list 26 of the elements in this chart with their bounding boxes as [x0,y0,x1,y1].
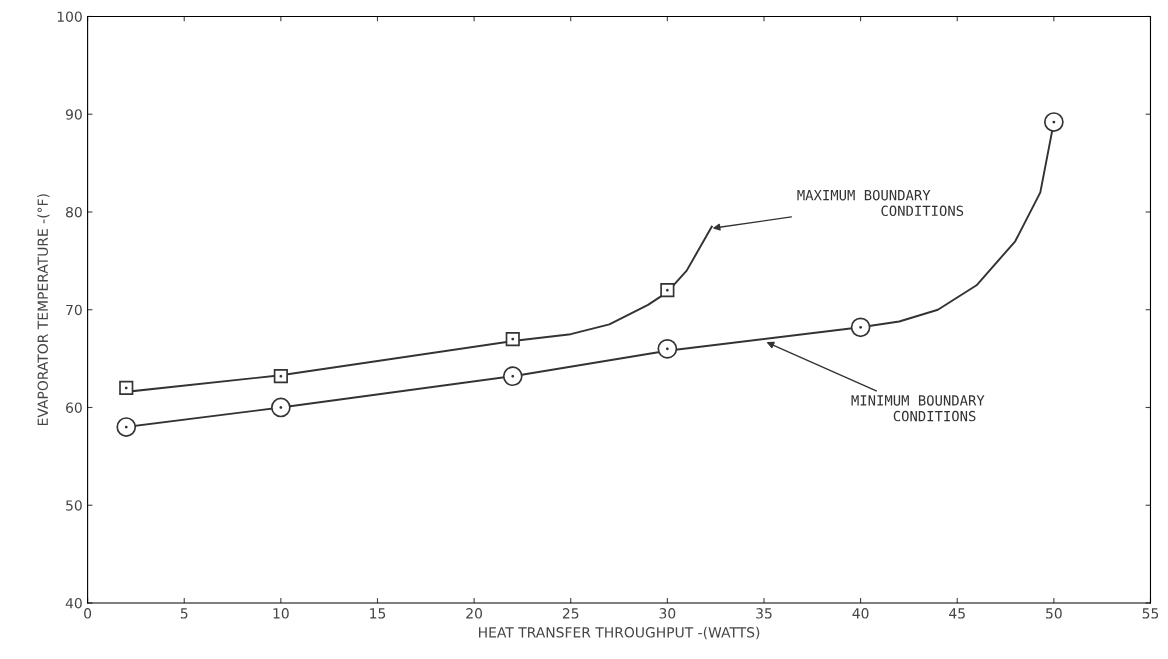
x-axis-title: HEAT TRANSFER THROUGHPUT -(WATTS) [479,626,760,640]
x-tick-label: 35 [756,608,772,619]
point [119,380,134,396]
y-tick-label: 70 [66,304,82,316]
point [273,369,288,384]
x-tick-label: 30 [659,608,676,619]
x-tick-label: 5 [180,608,188,619]
y-tick-label: 60 [66,402,82,413]
x-tick-label: 45 [949,608,965,619]
y-tick-label: 100 [57,11,82,22]
point [660,283,675,298]
y-tick-label: 40 [65,597,82,609]
x-tick-label: 15 [370,608,386,619]
y-tick-label: 90 [65,109,82,120]
x-tick-label: 50 [1046,608,1062,619]
x-tick-label: 10 [273,608,289,619]
annotation: MAXIMUM BOUNDARY CONDITIONS [797,189,964,217]
x-tick-label: 40 [852,608,869,619]
annotation: MINIMUM BOUNDARY CONDITIONS [851,395,985,422]
y-tick-label: 80 [66,206,82,218]
x-tick-label: 0 [84,608,92,619]
x-tick-label: 20 [466,608,483,619]
y-axis-title: EVAPORATOR TEMPERATURE -(°F) [37,194,50,426]
y-tick-label: 50 [66,500,82,511]
x-tick-label: 25 [562,608,579,619]
x-tick-label: 55 [1142,608,1159,619]
